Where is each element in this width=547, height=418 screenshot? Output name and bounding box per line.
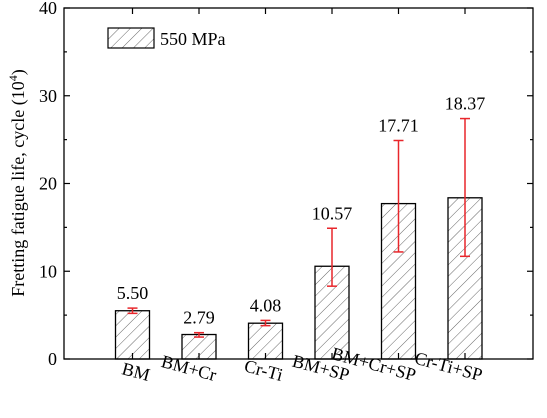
legend: 550 MPa: [107, 27, 226, 49]
data-labels-layer: 5.50 2.79 4.08 10.57 17.71 18.37: [117, 94, 486, 328]
y-tick-label: 40: [39, 0, 57, 18]
x-tick-label: Cr-Ti: [242, 356, 285, 385]
error-bars-layer: [127, 117, 470, 338]
data-label: 18.37: [445, 94, 486, 114]
x-tick-label: BM: [120, 358, 152, 385]
data-label: 2.79: [183, 308, 215, 328]
y-tick-label: 30: [39, 86, 57, 106]
data-label: 5.50: [117, 283, 149, 303]
legend-swatch: [107, 27, 155, 49]
y-axis-label-superscript: 4: [6, 75, 20, 81]
error-bar: [393, 139, 404, 253]
data-label: 17.71: [378, 116, 419, 136]
bar-bm: [114, 310, 151, 360]
error-bar: [460, 117, 470, 258]
y-tick-label: 20: [39, 174, 57, 194]
y-axis-label: Fretting fatigue life, cycle (104): [6, 69, 29, 296]
legend-label: 550 MPa: [160, 29, 226, 49]
error-bar: [327, 227, 337, 287]
data-label: 4.08: [250, 295, 282, 315]
y-tick-label: 0: [48, 349, 57, 369]
data-label: 10.57: [312, 203, 353, 223]
bars-layer: [114, 197, 483, 360]
error-bar: [127, 307, 138, 315]
error-bar: [194, 331, 204, 338]
bar-bm-cr-sp: [380, 202, 417, 360]
error-bar: [260, 319, 271, 327]
y-tick-label: 10: [39, 261, 57, 281]
